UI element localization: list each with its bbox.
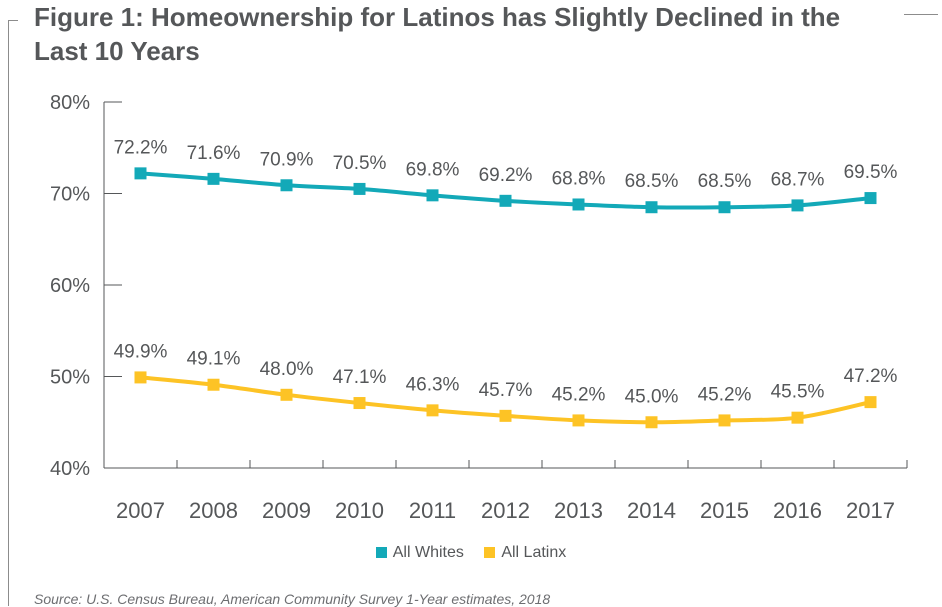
data-label: 69.5% [844,162,898,183]
data-point-marker [426,189,439,202]
data-point-marker [718,414,731,427]
data-label: 68.5% [698,171,752,192]
data-label: 70.5% [333,153,387,174]
x-tick-label: 2011 [409,498,456,523]
data-point-marker [353,182,366,195]
data-label: 68.5% [625,171,679,192]
data-label: 47.1% [333,367,387,388]
data-point-marker [207,172,220,185]
legend-swatch-latinx [484,547,496,558]
chart-title: Figure 1: Homeownership for Latinos has … [34,2,841,66]
data-label: 49.9% [114,341,168,362]
legend-item-whites: All Whites [375,544,464,562]
data-label: 45.5% [771,382,825,403]
chart-axes: 40% 50% 60% 70% 80% 2007 2008 2009 2010 2011 2012 2… [50,92,908,523]
legend-label-latinx: All Latinx [501,544,567,561]
y-tick-label: 70% [50,184,90,206]
legend-item-latinx: All Latinx [484,544,566,562]
legend-swatch-whites [375,547,387,558]
data-label: 69.8% [406,159,460,180]
data-label: 45.2% [552,384,606,405]
x-tick-label: 2008 [189,498,238,523]
x-tick-label: 2013 [554,498,603,523]
x-tick-label: 2015 [700,498,749,523]
chart-legend: All Whites All Latinx [0,544,942,562]
data-point-marker [353,397,366,410]
frame-left-line [8,20,9,606]
data-point-marker [645,201,658,214]
data-point-marker [280,179,293,192]
x-tick-label: 2014 [627,498,676,523]
x-tick-label: 2010 [335,498,384,523]
x-tick-label: 2016 [773,498,822,523]
data-label: 68.7% [771,169,825,190]
data-label: 45.0% [625,386,679,407]
data-label: 70.9% [260,149,314,170]
x-tick-label: 2012 [481,498,530,523]
data-point-marker [791,199,804,212]
legend-label-whites: All Whites [392,544,464,561]
x-tick-label: 2009 [262,498,311,523]
y-tick-label: 60% [50,275,90,297]
x-tick-label: 2017 [846,498,895,523]
data-label: 49.1% [187,349,241,370]
data-label: 47.2% [844,366,898,387]
frame-top-left-line [8,20,18,21]
data-point-marker [864,396,877,409]
data-label: 48.0% [260,359,314,380]
data-point-marker [134,167,147,180]
data-label: 72.2% [114,137,168,158]
data-point-marker [864,192,877,205]
data-label: 69.2% [479,165,533,186]
data-point-marker [572,414,585,427]
data-point-marker [426,404,439,417]
data-label: 46.3% [406,374,460,395]
y-tick-label: 40% [50,458,90,480]
data-point-marker [572,198,585,211]
data-label: 68.8% [552,168,606,189]
data-point-marker [134,371,147,384]
data-label: 45.7% [479,380,533,401]
source-note: Source: U.S. Census Bureau, American Com… [34,591,551,607]
data-point-marker [499,409,512,422]
data-point-marker [207,378,220,391]
line-chart: 40% 50% 60% 70% 80% 2007 2008 2009 2010 2011 2012 2… [50,92,908,523]
frame-top-right-line [904,14,938,15]
y-tick-label: 50% [50,367,90,389]
y-tick-label: 80% [50,92,90,114]
data-point-marker [718,201,731,214]
data-label: 45.2% [698,384,752,405]
series-markers [134,167,877,429]
data-label: 71.6% [187,143,241,164]
x-tick-label: 2007 [116,498,165,523]
data-labels: 72.2% 71.6% 70.9% 70.5% 69.8% 69.2% 68.8% 68.5%… [114,137,898,407]
data-point-marker [280,388,293,401]
data-point-marker [791,411,804,424]
data-point-marker [645,416,658,429]
data-point-marker [499,194,512,207]
